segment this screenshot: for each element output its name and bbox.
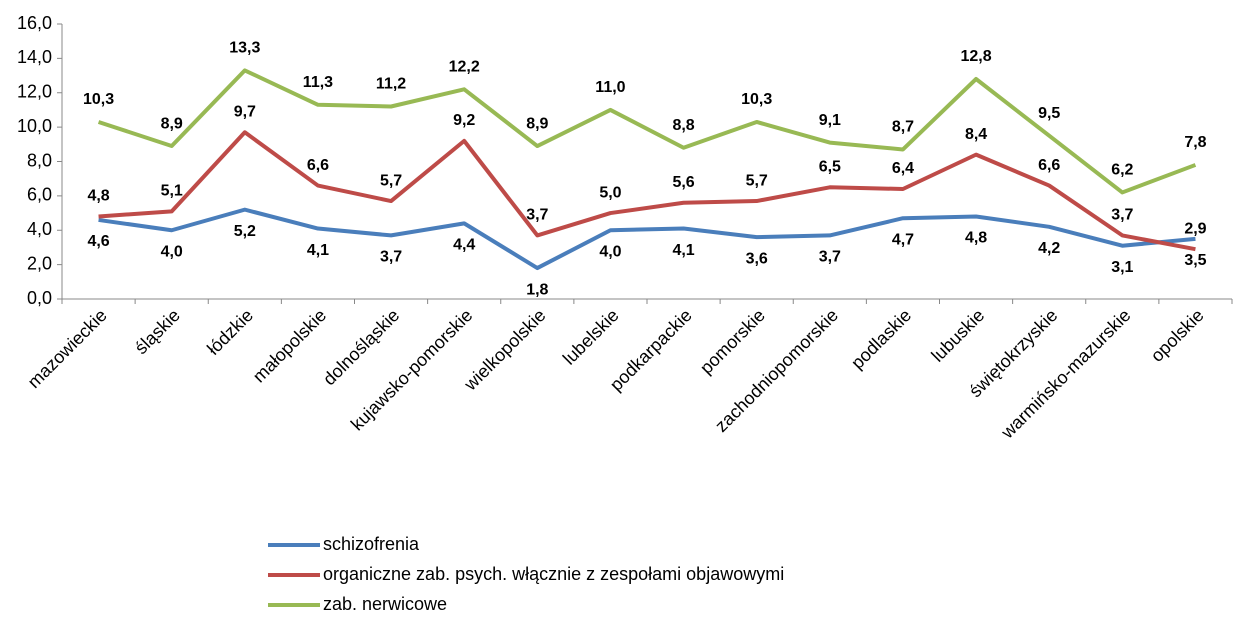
data-label: 4,4 [453, 237, 475, 254]
data-label: 5,2 [234, 223, 256, 240]
data-label: 7,8 [1184, 134, 1206, 151]
legend-label: organiczne zab. psych. włącznie z zespoł… [323, 564, 784, 584]
series-line [97, 68, 1197, 195]
data-label: 6,4 [892, 160, 914, 177]
data-label: 9,1 [819, 112, 841, 129]
data-label: 11,2 [376, 76, 406, 93]
data-label: 11,0 [595, 79, 625, 96]
y-tick-label: 4,0 [27, 219, 52, 239]
data-label: 4,2 [1038, 240, 1060, 257]
x-tick-label: opolskie [1147, 305, 1208, 366]
data-label: 3,1 [1111, 259, 1133, 276]
data-label: 4,0 [161, 243, 183, 260]
data-label: 10,3 [741, 91, 772, 108]
data-label: 8,9 [526, 115, 548, 132]
data-label: 12,8 [960, 48, 991, 65]
data-label: 1,8 [526, 281, 548, 298]
y-tick-label: 16,0 [17, 13, 52, 33]
x-tick-label: lubuskie [927, 305, 988, 366]
series-line [98, 207, 1196, 271]
data-label: 13,3 [229, 40, 260, 57]
y-tick-label: 14,0 [17, 47, 52, 67]
data-label: 8,7 [892, 119, 914, 136]
data-label: 6,6 [307, 157, 329, 174]
data-label: 4,8 [87, 188, 109, 205]
data-label: 4,1 [307, 242, 329, 259]
legend-label: schizofrenia [323, 534, 420, 554]
x-tick-label: warmińsko-mazurskie [997, 305, 1135, 443]
data-label: 3,5 [1184, 252, 1206, 269]
data-label: 6,6 [1038, 157, 1060, 174]
data-label: 5,1 [161, 183, 183, 200]
data-label: 5,0 [599, 184, 621, 201]
data-label: 3,7 [819, 249, 841, 266]
data-label: 12,2 [449, 59, 480, 76]
x-tick-label: małopolskie [249, 305, 330, 386]
data-label: 6,2 [1111, 162, 1133, 179]
data-label: 5,7 [380, 172, 402, 189]
series-line [98, 130, 1196, 252]
y-tick-label: 2,0 [27, 253, 52, 273]
data-label: 4,8 [965, 230, 987, 247]
x-tick-label: pomorskie [696, 305, 769, 378]
data-label: 9,5 [1038, 105, 1060, 122]
data-label: 4,1 [672, 242, 694, 259]
data-label: 8,9 [161, 115, 183, 132]
data-label: 2,9 [1184, 220, 1206, 237]
x-tick-label: lubelskie [559, 305, 623, 369]
x-tick-label: zachodniopomorskie [711, 305, 842, 436]
data-label: 3,6 [746, 250, 768, 267]
x-tick-label: podlaskie [847, 305, 915, 373]
data-label: 9,7 [234, 104, 256, 121]
data-label: 6,5 [819, 159, 841, 176]
data-label: 3,7 [526, 207, 548, 224]
x-tick-label: mazowieckie [24, 305, 111, 392]
x-tick-label: łódzkie [203, 305, 257, 359]
y-tick-label: 0,0 [27, 288, 52, 308]
y-tick-label: 10,0 [17, 116, 52, 136]
data-label: 5,6 [672, 174, 694, 191]
y-tick-label: 6,0 [27, 185, 52, 205]
y-tick-label: 8,0 [27, 150, 52, 170]
x-tick-label: kujawsko-pomorskie [347, 305, 476, 434]
data-label: 8,8 [672, 117, 694, 134]
data-label: 4,7 [892, 231, 914, 248]
data-label: 5,7 [746, 172, 768, 189]
data-label: 3,7 [380, 249, 402, 266]
data-label: 9,2 [453, 112, 475, 129]
data-label: 4,0 [599, 243, 621, 260]
legend-label: zab. nerwicowe [323, 594, 447, 614]
data-label: 11,3 [303, 74, 333, 91]
data-label: 3,7 [1111, 207, 1133, 224]
data-label: 8,4 [965, 126, 987, 143]
data-label: 10,3 [83, 91, 114, 108]
y-tick-label: 12,0 [17, 82, 52, 102]
data-label: 4,6 [87, 233, 109, 250]
x-tick-label: śląskie [131, 305, 184, 358]
